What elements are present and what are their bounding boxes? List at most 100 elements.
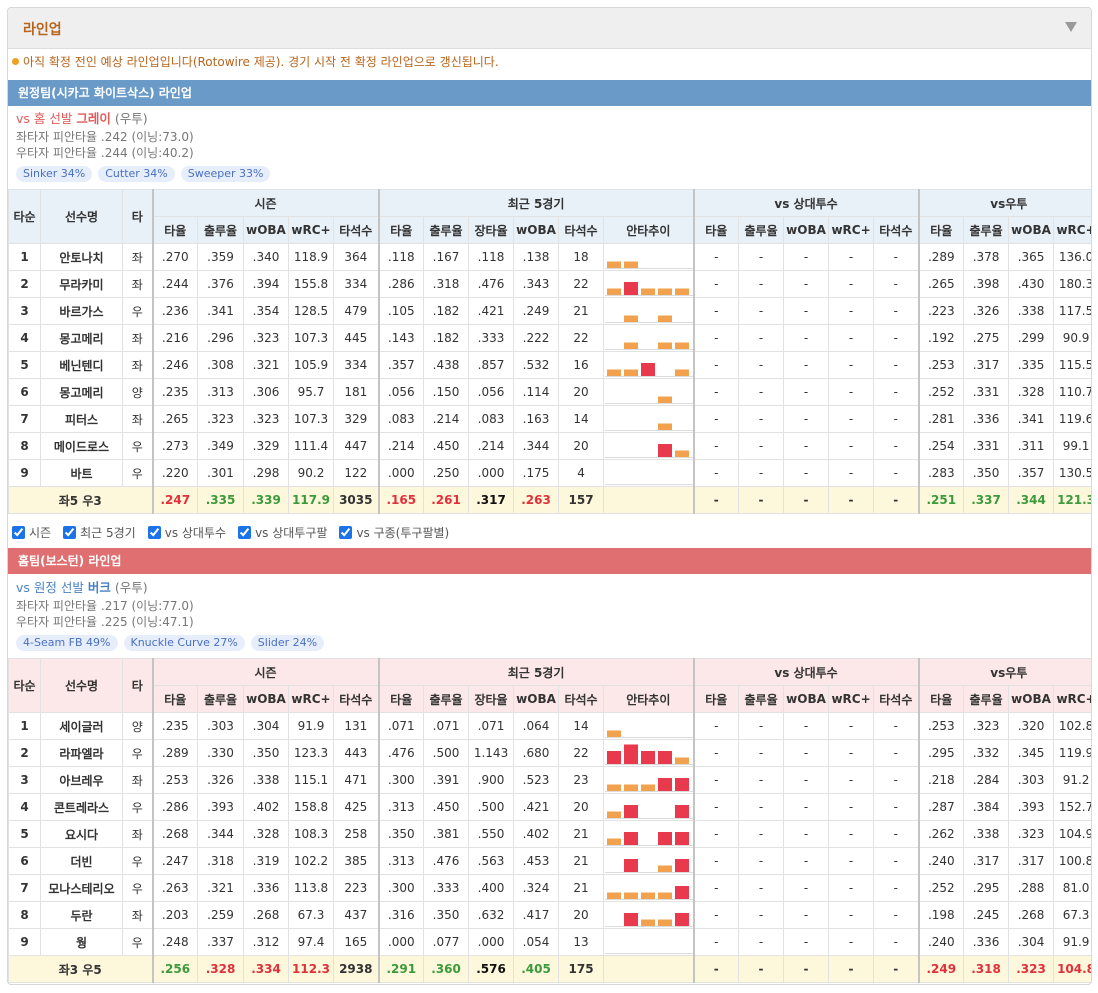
stat: .311: [1008, 432, 1055, 460]
option[interactable]: vs 상대투수: [147, 526, 227, 540]
player-name[interactable]: 라파엘라: [40, 739, 123, 767]
total-stat: 121.3: [1053, 486, 1091, 514]
trend-bar: [624, 913, 639, 926]
trend-cell: [603, 955, 695, 983]
player-name[interactable]: 콘트레라스: [40, 793, 123, 821]
option[interactable]: 최근 5경기: [63, 526, 136, 540]
player-row[interactable]: 3 아브레우 좌 .253.326.338 115.1 471.300.391.900.5…: [8, 766, 1091, 794]
option-checkbox[interactable]: [12, 526, 25, 539]
player-row[interactable]: 6 더빈 우 .247.318.319 102.2 385.313.476.563.453…: [8, 847, 1091, 875]
player-row[interactable]: 5 요시다 좌 .268.344.328 108.3 258.350.381.550.40…: [8, 820, 1091, 848]
stat: .304: [1008, 928, 1055, 956]
column-header: 타율: [917, 685, 965, 713]
stat: .064: [513, 712, 560, 740]
notice-text: 아직 확정 전인 예상 라인업입니다(Rotowire 제공). 경기 시작 전…: [23, 55, 499, 69]
column-header: wOBA: [783, 216, 830, 244]
option[interactable]: 시즌: [12, 526, 51, 540]
trend-chart: [605, 953, 693, 954]
stat: 90.2: [288, 459, 334, 487]
stat: -: [692, 712, 740, 740]
player-row[interactable]: 7 모나스테리오 우 .263.321.336 113.8 223.300.333.400…: [8, 874, 1091, 902]
player-row[interactable]: 2 라파엘라 우 .289.330.350 123.3 443.476.500 1.143.…: [8, 739, 1091, 767]
stat: .332: [963, 739, 1010, 767]
player-name[interactable]: 모나스테리오: [40, 874, 123, 902]
option[interactable]: vs 구종(투구팔별): [339, 526, 449, 540]
pitch-tag: 4-Seam FB 49%: [16, 635, 118, 651]
player-name[interactable]: 베닌텐디: [40, 351, 123, 379]
trend-bar: [675, 859, 690, 872]
player-name[interactable]: 몽고메리: [40, 324, 123, 352]
left-header: 타순: [8, 189, 41, 244]
player-name[interactable]: 안토나치: [40, 243, 123, 271]
player-row[interactable]: 9 바트 우 .220.301.298 90.2 122.000.250.000.175 4…: [8, 459, 1091, 487]
player-name[interactable]: 두란: [40, 901, 123, 929]
option-label[interactable]: 최근 5경기: [80, 526, 136, 540]
option-label[interactable]: vs 상대투구팔: [255, 526, 328, 540]
stat: .254: [917, 432, 965, 460]
player-row[interactable]: 8 두란 좌 .203.259.268 67.3 437.316.350.632.417 2…: [8, 901, 1091, 929]
stat: -: [873, 901, 920, 929]
player-name[interactable]: 요시다: [40, 820, 123, 848]
option-checkbox[interactable]: [339, 526, 353, 539]
player-name[interactable]: 세이글러: [40, 712, 123, 740]
player-row[interactable]: 4 콘트레라스 우 .286.393.402 158.8 425.313.450.500.…: [8, 793, 1091, 821]
stat: 471: [332, 766, 380, 794]
stat: 258: [332, 820, 380, 848]
player-name[interactable]: 무라카미: [40, 270, 123, 298]
collapse-arrow[interactable]: [1065, 22, 1077, 32]
option-checkbox[interactable]: [238, 526, 252, 539]
option-label[interactable]: vs 상대투수: [164, 526, 227, 540]
player-name[interactable]: 웡: [40, 928, 123, 956]
player-name[interactable]: 더빈: [40, 847, 123, 875]
trend-bar: [675, 342, 690, 349]
option-label[interactable]: vs 구종(투구팔별): [356, 526, 450, 540]
table-body: 1 안토나치 좌 .270.359.340 118.9 364.118.167.118.1…: [8, 243, 1091, 514]
option-checkbox[interactable]: [63, 526, 77, 539]
card-header[interactable]: 라인업: [8, 8, 1091, 49]
pitch-tag: Cutter 34%: [98, 166, 175, 182]
stat: .143: [377, 324, 425, 352]
stat: -: [783, 901, 830, 929]
trend-bar: [675, 913, 690, 926]
player-row[interactable]: 7 피터스 좌 .265.323.323 107.3 329.083.214.083.16…: [8, 405, 1091, 433]
column-header: 출루율: [963, 216, 1010, 244]
stat: 99.1: [1053, 432, 1091, 460]
player-name[interactable]: 바르가스: [40, 297, 123, 325]
player-name[interactable]: 아브레우: [40, 766, 123, 794]
stat: .330: [197, 739, 244, 767]
player-name[interactable]: 몽고메리: [40, 378, 123, 406]
trend-chart: [605, 744, 693, 765]
stat: .175: [513, 459, 560, 487]
lineup-card: 라인업 아직 확정 전인 예상 라인업입니다(Rotowire 제공). 경기 …: [7, 7, 1092, 985]
left-header: 선수명: [40, 189, 123, 244]
player-name[interactable]: 피터스: [40, 405, 123, 433]
option[interactable]: vs 상대투구팔: [238, 526, 327, 540]
player-row[interactable]: 5 베닌텐디 좌 .246.308.321 105.9 334.357.438.857.5…: [8, 351, 1091, 379]
player-row[interactable]: 3 바르가스 우 .236.341.354 128.5 479.105.182.421.2…: [8, 297, 1091, 325]
trend-bar: [675, 288, 690, 295]
stat: .303: [197, 712, 244, 740]
stat: -: [738, 243, 785, 271]
player-row[interactable]: 4 몽고메리 좌 .216.296.323 107.3 445.143.182.333.2…: [8, 324, 1091, 352]
total-stat: .337: [963, 486, 1010, 514]
stat: -: [873, 351, 920, 379]
stat: .500: [423, 739, 470, 767]
player-row[interactable]: 8 메이드로스 우 .273.349.329 111.4 447.214.450.214.…: [8, 432, 1091, 460]
player-name[interactable]: 바트: [40, 459, 123, 487]
player-row[interactable]: 1 세이글러 양 .235.303.304 91.9 131.071.071.071.06…: [8, 712, 1091, 740]
trend-bar: [607, 811, 622, 818]
player-row[interactable]: 2 무라카미 좌 .244.376.394 155.8 334.286.318.476.3…: [8, 270, 1091, 298]
player-name[interactable]: 메이드로스: [40, 432, 123, 460]
stat: -: [873, 928, 920, 956]
pitch-tag: Slider 24%: [250, 635, 325, 651]
stat: -: [828, 324, 875, 352]
player-row[interactable]: 6 몽고메리 양 .235.313.306 95.7 181.056.150.056.11…: [8, 378, 1091, 406]
player-row[interactable]: 9 웡 우 .248.337.312 97.4 165.000.077.000.054 13…: [8, 928, 1091, 956]
player-row[interactable]: 1 안토나치 좌 .270.359.340 118.9 364.118.167.118.1…: [8, 243, 1091, 271]
batting-order: 9: [8, 928, 41, 956]
stat: 20: [558, 901, 605, 929]
option-checkbox[interactable]: [147, 526, 161, 539]
stat: .273: [151, 432, 198, 460]
home-table-wrap: 타순 선수명 타 시즌 최근 5경기 vs 상대투수 vs우투 타율 출루율 wOBA wRC+ 타석…: [8, 658, 1091, 983]
option-label[interactable]: 시즌: [29, 526, 52, 540]
